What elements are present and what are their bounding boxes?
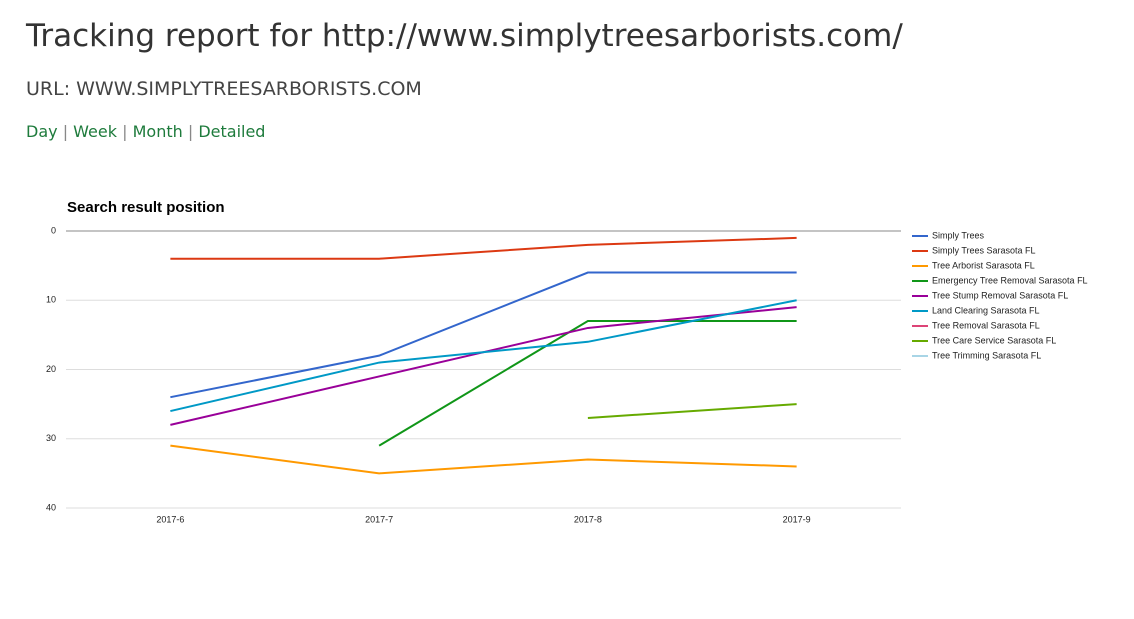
series-line (378, 320, 797, 447)
legend-label: Tree Arborist Sarasota FL (932, 260, 1035, 270)
page-title: Tracking report for http://www.simplytre… (26, 18, 903, 54)
series-line (170, 299, 797, 413)
x-tick-label: 2017-7 (365, 514, 393, 524)
x-tick-label: 2017-9 (783, 514, 811, 524)
nav: Day | Week | Month | Detailed (26, 122, 265, 141)
y-tick-label: 20 (46, 364, 56, 374)
nav-separator: | (187, 122, 194, 141)
y-tick-label: 40 (46, 502, 56, 512)
series-line (170, 306, 797, 426)
legend-label: Tree Trimming Sarasota FL (932, 350, 1041, 360)
nav-link[interactable]: Month (132, 122, 183, 141)
nav-link[interactable]: Day (26, 122, 58, 141)
chart-title: Search result position (67, 199, 225, 216)
y-tick-label: 30 (46, 433, 56, 443)
series-line (170, 236, 797, 260)
nav-link[interactable]: Week (73, 122, 118, 141)
legend-label: Simply Trees (932, 230, 985, 240)
y-tick-label: 10 (46, 295, 56, 305)
nav-separator: | (122, 122, 128, 141)
chart: Search result position 0 10 20 30 40 2017-6 20… (46, 199, 1088, 524)
nav-separator: | (62, 122, 69, 141)
legend-label: Tree Stump Removal Sarasota FL (932, 290, 1068, 300)
x-tick-label: 2017-6 (156, 514, 184, 524)
legend-label: Simply Trees Sarasota FL (932, 245, 1036, 255)
y-tick-label: 0 (51, 225, 56, 235)
series-line (170, 444, 797, 475)
legend-label: Land Clearing Sarasota FL (932, 305, 1040, 315)
legend-label: Tree Care Service Sarasota FL (932, 335, 1056, 345)
url-label: URL: WWW.SIMPLYTREESARBORISTS.COM (26, 78, 422, 100)
legend-label: Emergency Tree Removal Sarasota FL (932, 275, 1088, 285)
legend-label: Tree Removal Sarasota FL (932, 320, 1040, 330)
series-line (587, 403, 797, 419)
nav-link[interactable]: Detailed (198, 122, 266, 141)
x-tick-label: 2017-8 (574, 514, 602, 524)
series-line (170, 271, 797, 399)
